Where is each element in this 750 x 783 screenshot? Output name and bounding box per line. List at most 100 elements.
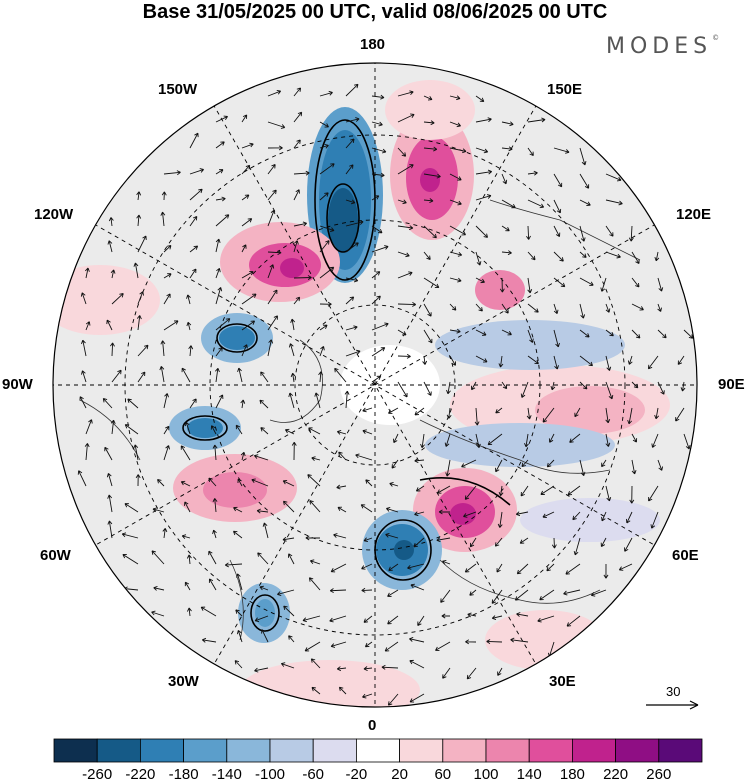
- wind-vector: [237, 367, 243, 383]
- wind-vector: [371, 322, 389, 331]
- wind-vector: [163, 245, 172, 253]
- wind-vector: [186, 294, 191, 305]
- map-title: Base 31/05/2025 00 UTC, valid 08/06/2025…: [142, 1, 608, 23]
- wind-vector: [291, 441, 297, 461]
- wind-vector: [475, 277, 485, 284]
- wind-vector: [215, 367, 220, 383]
- wind-vector: [187, 607, 192, 617]
- wind-vector: [240, 399, 246, 409]
- wind-vector: [362, 407, 373, 413]
- wind-vector: [387, 693, 399, 706]
- wind-vector: [314, 392, 321, 409]
- wind-vector: [133, 444, 139, 461]
- wind-vector: [267, 145, 283, 151]
- wind-vector: [363, 537, 373, 543]
- wind-vector: [631, 329, 641, 339]
- wind-vector: [215, 115, 228, 123]
- wind-vector: [539, 589, 555, 601]
- wind-vector: [553, 303, 559, 314]
- wind-vector: [527, 251, 536, 261]
- wind-vector: [409, 693, 425, 703]
- wind-vector: [631, 381, 639, 389]
- wind-vector: [388, 407, 399, 414]
- wind-vector: [241, 320, 256, 331]
- wind-vector: [579, 225, 586, 242]
- wind-vector: [605, 173, 622, 182]
- wind-vector: [423, 303, 432, 317]
- wind-vector: [605, 225, 614, 237]
- wind-vector: [501, 199, 516, 209]
- wind-vector: [334, 367, 347, 383]
- wind-vector: [469, 589, 477, 596]
- wind-vector: [267, 250, 282, 256]
- wind-vector: [215, 267, 221, 279]
- wind-vector: [241, 218, 253, 227]
- wind-vector: [475, 194, 492, 201]
- wind-vector: [600, 537, 607, 547]
- wind-vector: [107, 520, 113, 539]
- wind-vector: [241, 142, 254, 149]
- map-border: [52, 62, 698, 708]
- wind-vector: [257, 552, 269, 565]
- wind-vector: [215, 347, 223, 357]
- wind-vector: [527, 303, 539, 313]
- wind-vector: [329, 588, 347, 594]
- wind-vector: [362, 693, 373, 699]
- wind-vector: [461, 459, 477, 468]
- coastlines: [79, 199, 641, 641]
- wind-vector: [415, 485, 425, 492]
- colorbar-tick-label: 140: [517, 766, 542, 783]
- colorbar-tick-label: -60: [302, 766, 324, 783]
- colorbar-boxes: [53, 738, 703, 763]
- wind-vector: [345, 277, 359, 283]
- wind-vector: [475, 117, 492, 123]
- wind-vector: [385, 532, 399, 539]
- wind-vector: [444, 433, 451, 447]
- wind-vector: [631, 277, 640, 288]
- wind-vector: [84, 443, 90, 461]
- wind-vector: [236, 573, 243, 591]
- colorbar-tick-label: -220: [125, 766, 155, 783]
- wind-vector: [446, 381, 451, 395]
- wind-vector: [267, 164, 276, 175]
- wind-vector: [308, 427, 321, 435]
- wind-vector: [267, 339, 274, 357]
- wind-vector: [449, 95, 461, 101]
- wind-vector: [284, 428, 295, 435]
- wind-vector: [282, 536, 295, 542]
- wind-vector: [618, 563, 633, 571]
- wind-vector: [449, 147, 467, 154]
- wind-vector: [184, 581, 191, 591]
- wind-vector: [240, 451, 246, 461]
- wind-vector: [526, 407, 532, 420]
- wind-vector: [259, 585, 269, 591]
- wind-vector: [551, 537, 557, 549]
- wind-vector: [345, 199, 356, 205]
- wind-vector: [471, 381, 477, 391]
- wind-vector: [497, 511, 503, 528]
- wind-vector: [435, 641, 451, 651]
- wind-vector: [553, 173, 563, 188]
- wind-vector: [463, 511, 477, 518]
- wind-vector: [254, 667, 269, 673]
- wind-vector: [124, 503, 139, 513]
- wind-vector: [108, 217, 114, 227]
- wind-vector: [414, 458, 425, 464]
- wind-vector: [181, 534, 191, 539]
- wind-vector: [345, 325, 358, 331]
- lon-label-180: 180: [360, 36, 386, 53]
- wind-vector: [135, 474, 141, 487]
- wind-vector: [364, 641, 373, 648]
- wind-vector: [267, 189, 277, 201]
- wind-vector: [475, 433, 481, 448]
- wind-vector: [654, 407, 660, 420]
- wind-vector: [307, 474, 321, 487]
- lon-label-120e: 120E: [676, 206, 712, 223]
- wind-vector: [253, 454, 269, 461]
- wind-vector: [233, 530, 243, 539]
- wind-vector: [85, 267, 90, 279]
- wind-vector: [423, 225, 437, 239]
- wind-vector: [259, 399, 269, 409]
- colorbar-box: [485, 738, 530, 763]
